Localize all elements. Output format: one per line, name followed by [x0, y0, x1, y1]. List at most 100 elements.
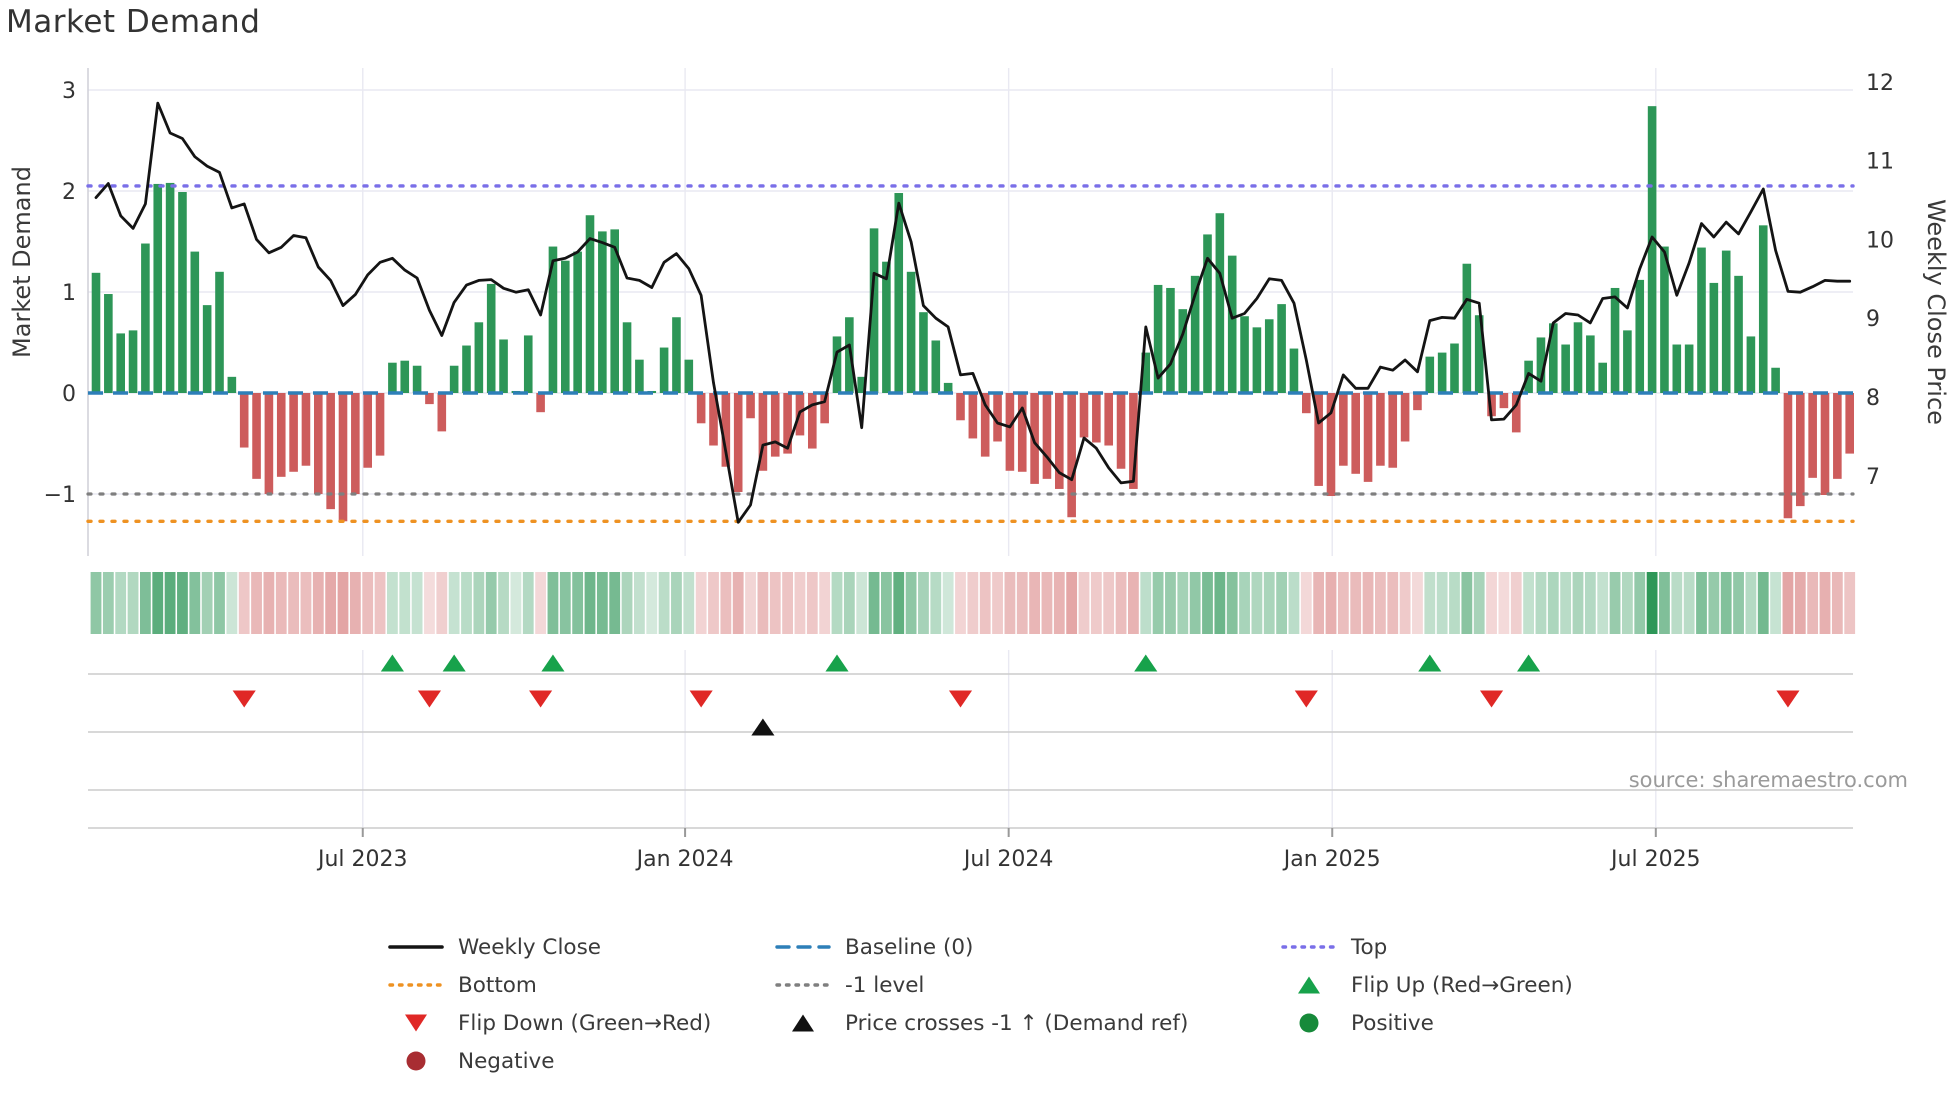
demand-bar-positive: [116, 333, 125, 393]
legend-item-positive: Positive: [1281, 1004, 1573, 1042]
heatmap-cell: [967, 572, 979, 634]
page-title: Market Demand: [6, 4, 261, 40]
heatmap-cell: [485, 572, 497, 634]
legend-label: -1 level: [845, 972, 925, 998]
demand-bar-positive: [1178, 309, 1188, 393]
heatmap-cell: [1696, 572, 1707, 634]
heatmap-cell: [1486, 572, 1497, 634]
heatmap-cell: [1041, 572, 1053, 634]
right-axis-tick: 9: [1866, 307, 1880, 332]
demand-bar-positive: [845, 317, 854, 393]
heatmap-cell: [1140, 572, 1152, 634]
heatmap-cell: [683, 572, 695, 634]
heatmap-cell: [1720, 572, 1732, 634]
heatmap-cell: [1733, 572, 1744, 634]
demand-bar-positive: [1474, 315, 1484, 393]
heatmap-cell: [535, 572, 546, 634]
demand-bar-positive: [1573, 322, 1583, 393]
legend-label: Price crosses -1 ↑ (Demand ref): [845, 1010, 1189, 1036]
demand-bar-positive: [635, 359, 644, 393]
demand-bar-negative: [1808, 393, 1817, 478]
demand-bar-positive: [561, 260, 570, 393]
heatmap-cell: [325, 572, 337, 634]
heatmap-cell: [1807, 572, 1819, 634]
demand-bar-positive: [1697, 247, 1706, 393]
legend-item-bottom: Bottom: [388, 966, 711, 1004]
demand-bar-positive: [190, 251, 200, 393]
heatmap-cell: [1844, 572, 1856, 634]
demand-bar-negative: [956, 393, 965, 421]
demand-bar-positive: [523, 335, 533, 393]
heatmap-cell: [1745, 572, 1757, 634]
heatmap-cell: [424, 572, 435, 634]
flip-down-marker: [417, 690, 442, 708]
heatmap-cell: [411, 572, 423, 634]
demand-bar-positive: [548, 246, 558, 393]
demand-bar-positive: [388, 362, 397, 393]
demand-bar-negative: [1845, 393, 1854, 454]
demand-bar-negative: [1351, 393, 1360, 474]
demand-bar-positive: [1721, 250, 1731, 393]
demand-bar-positive: [1758, 225, 1768, 393]
heatmap-cell: [115, 572, 127, 634]
heatmap-cell: [1115, 572, 1127, 634]
heatmap-cell: [1103, 572, 1115, 634]
demand-bar-positive: [659, 347, 669, 393]
heatmap-cell: [387, 572, 398, 634]
heatmap-cell: [1634, 572, 1646, 634]
demand-bar-positive: [1264, 319, 1274, 393]
heatmap-cell: [1659, 572, 1670, 634]
heatmap-cell: [1622, 572, 1633, 634]
demand-bar-positive: [1277, 304, 1286, 393]
heatmap-cell: [1498, 572, 1510, 634]
flip-down-marker: [1479, 690, 1504, 708]
legend-label: Weekly Close: [458, 934, 602, 960]
demand-bar-negative: [1487, 393, 1496, 417]
demand-bar-positive: [598, 231, 607, 393]
demand-bar-negative: [536, 393, 545, 413]
heatmap-cell: [621, 572, 633, 634]
demand-bar-positive: [1215, 213, 1225, 393]
demand-bar-positive: [585, 215, 595, 393]
heatmap-cell: [1016, 572, 1028, 634]
demand-bar-negative: [276, 393, 286, 477]
flip-up-marker: [1517, 654, 1541, 672]
flip-down-marker: [529, 690, 553, 708]
demand-bar-negative: [1326, 393, 1336, 497]
demand-bar-positive: [1734, 275, 1743, 393]
heatmap-cell: [448, 572, 460, 634]
legend-label: Flip Down (Green→Red): [458, 1010, 712, 1036]
demand-bar-negative: [1363, 393, 1373, 482]
demand-bar-positive: [672, 317, 681, 393]
demand-bar-negative: [993, 393, 1002, 442]
heatmap-cell: [436, 572, 448, 634]
demand-bar-negative: [1376, 393, 1385, 466]
demand-bar-negative: [1339, 393, 1348, 466]
heatmap-cell: [794, 572, 806, 634]
heatmap-cell: [992, 572, 1003, 634]
demand-bar-positive: [153, 183, 163, 393]
heatmap-cell: [251, 572, 262, 634]
right-axis-tick: 7: [1866, 465, 1880, 490]
demand-bar-negative: [1042, 393, 1052, 479]
legend-label: Bottom: [458, 972, 537, 998]
weekly-close-line-icon: [388, 937, 444, 957]
demand-bar-positive: [141, 243, 150, 393]
demand-bar-negative: [1129, 393, 1138, 489]
heatmap-cell: [349, 572, 361, 634]
flip-up-marker: [442, 654, 466, 672]
legend-label: Negative: [458, 1048, 555, 1074]
demand-bar-negative: [1005, 393, 1015, 471]
x-axis-tick: Jul 2024: [962, 847, 1054, 872]
heatmap-cell: [1029, 572, 1040, 634]
demand-bar-negative: [1499, 393, 1509, 409]
demand-bar-positive: [919, 312, 928, 393]
heatmap-cell: [1473, 572, 1485, 634]
price-cross-marker: [751, 718, 775, 736]
demand-bar-positive: [894, 193, 904, 393]
heatmap-cell: [584, 572, 596, 634]
right-axis-tick: 10: [1866, 228, 1894, 253]
heatmap-cell: [1535, 572, 1547, 634]
heatmap-cell: [1671, 572, 1683, 634]
